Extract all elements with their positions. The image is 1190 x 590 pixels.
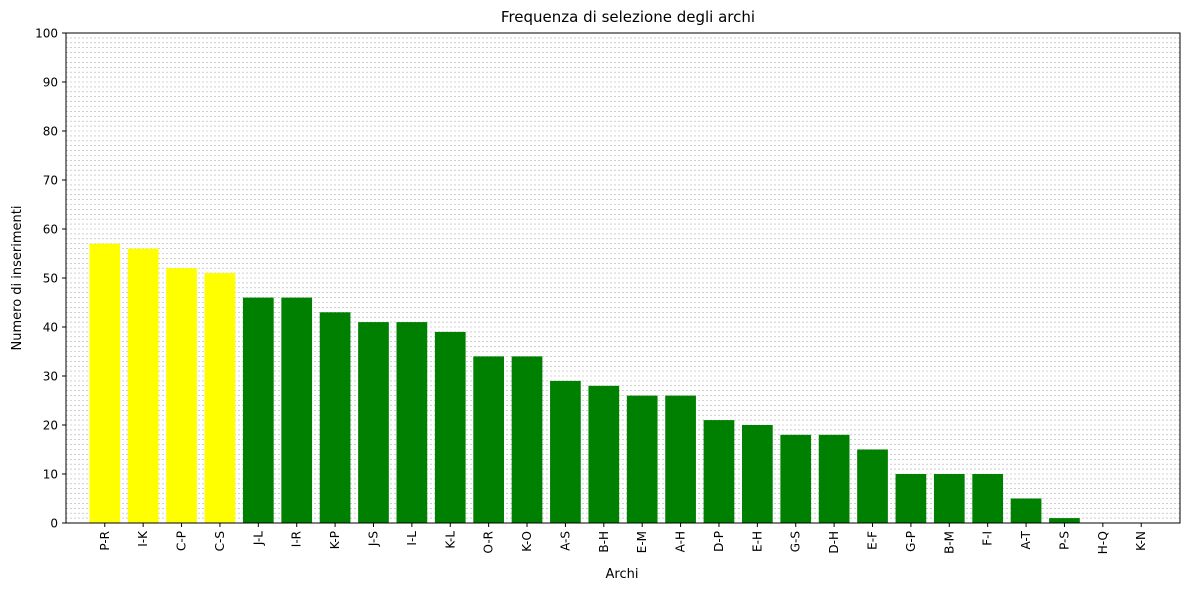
y-tick-label: 10 [43, 468, 58, 482]
bar-j-s [358, 322, 389, 523]
x-tick-label: F-I [981, 531, 995, 546]
y-tick-label: 80 [43, 125, 58, 139]
x-tick-label: C-P [175, 531, 189, 551]
x-tick-label: A-T [1019, 530, 1033, 549]
y-tick-label: 70 [43, 174, 58, 188]
x-tick-label: G-S [789, 531, 803, 552]
bar-k-o [511, 356, 543, 523]
x-tick-label: E-F [866, 531, 880, 550]
bar-i-k [127, 248, 159, 523]
x-axis: P-R I-K C-P C-S J-L I-R K-P J-S I-L K-L O-R K-O A-S B… [98, 523, 1148, 554]
bar-o-r [473, 356, 504, 523]
bar-i-r [281, 297, 313, 523]
y-tick-label: 90 [43, 76, 58, 90]
y-tick-label: 30 [43, 370, 58, 384]
x-tick-label: O-R [482, 531, 496, 553]
x-tick-label: G-P [904, 531, 918, 552]
bar-c-p [166, 268, 197, 523]
bars-group [89, 243, 1080, 523]
bar-j-l [242, 297, 274, 523]
bar-a-t [1010, 498, 1042, 523]
y-tick-label: 40 [43, 321, 58, 335]
x-tick-label: E-H [750, 531, 764, 552]
x-tick-label: I-L [405, 531, 419, 546]
x-tick-label: J-S [366, 531, 380, 547]
x-tick-label: D-H [827, 531, 841, 554]
x-tick-label: I-R [290, 531, 304, 547]
y-tick-label: 100 [35, 27, 58, 41]
x-tick-label: J-L [251, 531, 265, 546]
y-tick-label: 50 [43, 272, 58, 286]
x-tick-label: A-H [674, 531, 688, 552]
x-tick-label: C-S [213, 531, 227, 551]
x-tick-label: K-P [328, 531, 342, 549]
x-tick-label: K-N [1134, 531, 1148, 551]
bar-i-l [396, 322, 428, 523]
bar-b-h [588, 385, 620, 523]
bar-a-h [665, 395, 696, 523]
y-axis-label: Numero di inserimenti [10, 206, 25, 351]
chart-title: Frequenza di selezione degli archi [501, 8, 755, 26]
x-axis-label: Archi [606, 567, 639, 582]
y-tick-label: 0 [50, 517, 58, 531]
x-tick-label: H-Q [1096, 531, 1110, 554]
bar-k-p [319, 312, 351, 523]
bar-e-m [626, 395, 658, 523]
y-tick-label: 60 [43, 223, 58, 237]
bar-e-h [742, 425, 773, 523]
bar-g-s [780, 434, 812, 523]
bar-p-s [1049, 518, 1080, 523]
bar-d-h [818, 434, 850, 523]
x-tick-label: I-K [136, 530, 150, 547]
x-tick-label: K-O [520, 531, 534, 552]
bar-c-s [204, 273, 236, 523]
bar-g-p [895, 474, 927, 523]
y-axis: 0 10 20 30 40 50 60 70 80 90 100 [35, 27, 66, 531]
bar-e-f [857, 449, 888, 523]
x-tick-label: K-L [443, 531, 457, 549]
x-tick-label: E-M [635, 531, 649, 553]
x-tick-label: D-P [712, 531, 726, 552]
bar-b-m [933, 474, 965, 523]
x-tick-label: P-S [1057, 531, 1071, 550]
bar-f-i [972, 474, 1004, 523]
x-tick-label: A-S [558, 531, 572, 551]
bar-a-s [550, 380, 581, 523]
x-tick-label: P-R [98, 531, 112, 551]
x-tick-label: B-H [597, 531, 611, 553]
bar-p-r [89, 243, 121, 523]
bar-k-l [434, 331, 466, 523]
x-tick-label: B-M [942, 531, 956, 554]
y-tick-label: 20 [43, 419, 58, 433]
bar-d-p [703, 420, 735, 523]
